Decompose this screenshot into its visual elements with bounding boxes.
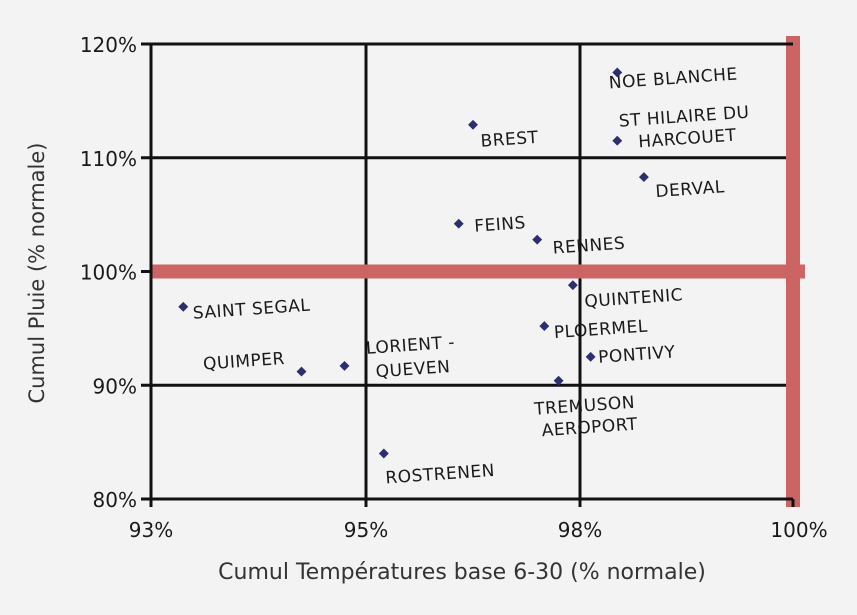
- data-point: [532, 234, 543, 245]
- point-label: DERVAL: [655, 177, 726, 202]
- data-point: [585, 351, 596, 362]
- data-point: [468, 119, 478, 130]
- data-point: [378, 448, 389, 459]
- data-point: [296, 366, 307, 377]
- tick-labels: 80% 90% 100% 110% 120% 93% 95% 98% 100%: [80, 33, 828, 542]
- point-label: SAINT SEGAL: [192, 296, 311, 324]
- point-label: QUIMPER: [202, 349, 285, 375]
- reference-line-y-100: [151, 264, 805, 279]
- y-axis-title: Cumul Pluie (% normale): [25, 142, 49, 403]
- data-point: [453, 218, 464, 229]
- x-axis-title: Cumul Températures base 6-30 (% normale): [218, 560, 706, 585]
- data-point: [539, 321, 550, 332]
- x-tick-label: 93%: [129, 518, 173, 542]
- point-label: ST HILAIRE DUHARCOUET: [618, 103, 751, 154]
- data-point: [553, 375, 564, 386]
- point-label: LORIENT -QUEVEN: [365, 333, 457, 383]
- point-label: NOE BLANCHE: [608, 64, 738, 93]
- data-point: [567, 280, 578, 291]
- point-label: RENNES: [552, 234, 626, 259]
- x-tick-label: 100%: [770, 518, 827, 542]
- reference-lines: [151, 36, 805, 507]
- point-label: PLOERMEL: [553, 317, 648, 344]
- point-label: FEINS: [474, 213, 527, 237]
- reference-line-x-100: [786, 36, 800, 507]
- data-point: [638, 172, 649, 183]
- x-tick-label: 98%: [558, 518, 602, 542]
- data-point: [612, 67, 623, 78]
- y-tick-label: 120%: [80, 33, 137, 57]
- data-points: [178, 67, 649, 459]
- y-tick-label: 110%: [80, 147, 137, 171]
- axes: [141, 42, 795, 507]
- point-label: BREST: [480, 128, 539, 152]
- y-tick-label: 80%: [93, 488, 137, 512]
- x-tick-label: 95%: [344, 518, 388, 542]
- point-label: PONTIVY: [598, 342, 677, 367]
- data-point: [612, 135, 623, 146]
- point-label: TREMUSONAEROPORT: [533, 393, 639, 442]
- data-point: [178, 301, 189, 312]
- y-tick-label: 90%: [93, 374, 137, 398]
- point-label: QUINTENIC: [584, 285, 684, 312]
- point-label: ROSTRENEN: [385, 461, 496, 489]
- data-point: [339, 360, 350, 371]
- y-tick-label: 100%: [80, 261, 137, 285]
